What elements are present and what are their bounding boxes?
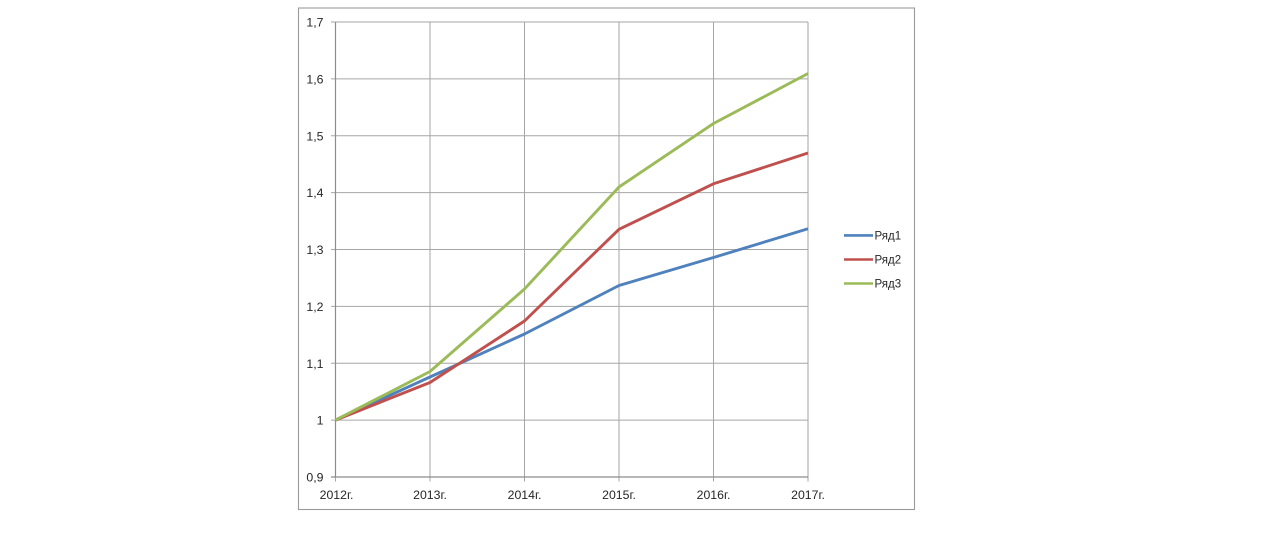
svg-text:1: 1 [317, 414, 324, 428]
svg-text:2017г.: 2017г. [791, 488, 825, 502]
svg-text:Ряд1: Ряд1 [875, 231, 902, 243]
svg-text:2012г.: 2012г. [320, 488, 354, 502]
svg-text:2013г.: 2013г. [413, 488, 447, 502]
svg-text:2015г.: 2015г. [602, 488, 636, 502]
svg-text:1,1: 1,1 [306, 357, 323, 371]
svg-text:1,2: 1,2 [306, 300, 323, 314]
svg-text:2016г.: 2016г. [697, 488, 731, 502]
svg-text:1,4: 1,4 [306, 186, 323, 200]
svg-text:2014г.: 2014г. [508, 488, 542, 502]
svg-text:1,7: 1,7 [306, 16, 323, 30]
svg-text:Ряд3: Ряд3 [875, 279, 902, 291]
svg-text:0,9: 0,9 [306, 471, 323, 485]
svg-text:1,6: 1,6 [306, 72, 323, 86]
svg-text:1,5: 1,5 [306, 129, 323, 143]
svg-text:1,3: 1,3 [306, 243, 323, 257]
svg-text:Ряд2: Ряд2 [875, 255, 902, 267]
